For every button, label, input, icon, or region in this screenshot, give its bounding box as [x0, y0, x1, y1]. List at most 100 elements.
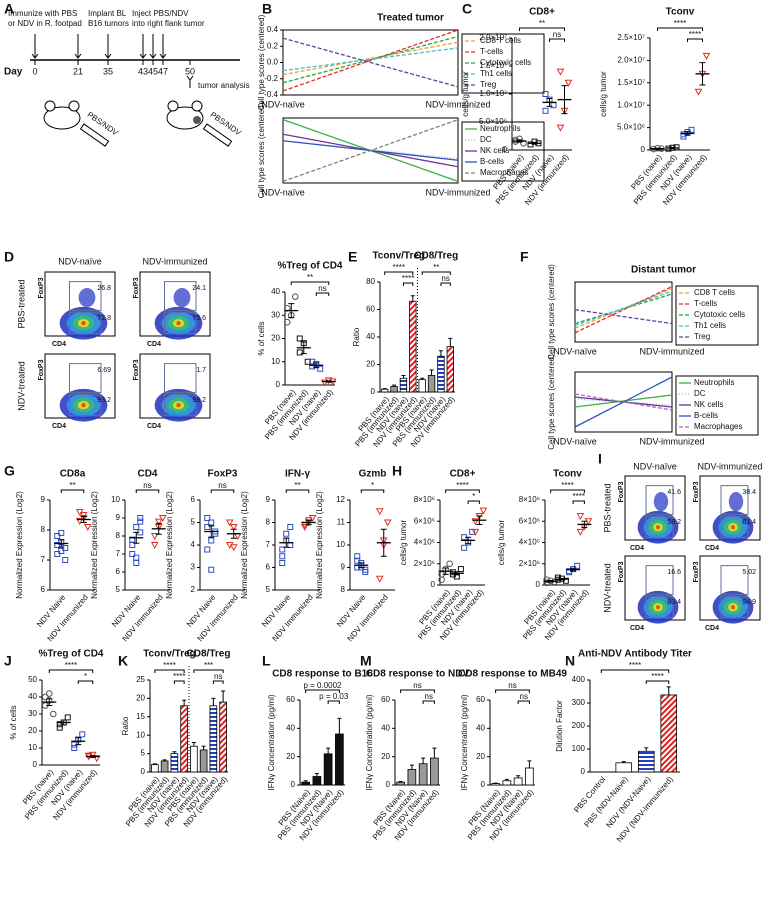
y-tick-label: 40 [366, 332, 375, 341]
significance-bracket [212, 680, 224, 684]
x-tick-label: NDV-naïve [261, 99, 305, 109]
data-point [564, 79, 573, 87]
flow-density [653, 492, 669, 512]
y-tick-label: 10 [28, 743, 37, 752]
axis-label: CD4 [147, 423, 161, 430]
data-point [225, 519, 234, 527]
significance-bracket [495, 689, 530, 693]
bar [335, 733, 344, 786]
data-point [296, 349, 303, 356]
y-tick-label: 40 [271, 287, 280, 296]
significance-label: *** [204, 661, 213, 670]
y-tick-label: 20 [28, 726, 37, 735]
data-point [283, 530, 290, 537]
data-point [150, 542, 159, 550]
mouse-ear [191, 100, 203, 112]
significance-label: p = 0.03 [319, 692, 349, 701]
series-line [282, 41, 459, 76]
day-label: 43 [138, 66, 148, 76]
significance-bracket [285, 489, 310, 493]
step-text: Implant BL [88, 9, 127, 18]
data-point [688, 126, 695, 133]
y-tick-label: 9 [41, 495, 46, 504]
series-line [282, 140, 459, 160]
significance-bracket [360, 489, 385, 493]
data-point [375, 508, 384, 516]
significance-bracket [135, 489, 160, 493]
error-bar [432, 747, 437, 759]
error-bar [516, 139, 523, 143]
y-axis-label: Cell type scores (centered) [547, 354, 556, 450]
y-tick-label: 5 [141, 749, 146, 758]
gate [69, 393, 102, 416]
significance-label: ** [539, 19, 545, 28]
bar [418, 763, 428, 786]
y-tick-label: 2 [191, 585, 196, 594]
y-tick-label: 7 [266, 540, 271, 549]
axis-label: CD4 [630, 625, 644, 632]
data-point [457, 566, 464, 573]
significance-label: ns [413, 681, 421, 690]
y-tick-label: 5 [116, 585, 121, 594]
legend-label: NK cells [694, 400, 723, 409]
gate-value: 75.6 [192, 315, 206, 322]
significance-bracket [445, 489, 480, 493]
bar [381, 388, 389, 393]
significance-label: **** [651, 672, 663, 681]
data-point [279, 553, 286, 560]
y-axis-label: Ratio [121, 716, 130, 735]
chart-title: CD8+ [450, 469, 476, 480]
data-point [576, 512, 585, 520]
error-bar [561, 85, 568, 115]
significance-label: ** [294, 481, 300, 490]
data-point [576, 528, 585, 536]
data-point [137, 518, 144, 525]
gate-value: 5.02 [742, 569, 756, 576]
x-tick-label: NDV-immunized [639, 436, 704, 446]
data-point [133, 524, 140, 530]
error-bar [201, 745, 206, 750]
error-bar [305, 519, 312, 526]
legend-label: Macrophages [694, 422, 742, 431]
significance-label: * [84, 672, 87, 681]
bar [513, 777, 523, 786]
axis-label: CD4 [630, 545, 644, 552]
significance-bracket [645, 680, 670, 684]
plot-frame [282, 117, 459, 184]
legend-label: Th1 cells [480, 69, 512, 78]
data-point [574, 562, 581, 569]
data-point [562, 577, 569, 584]
bar [323, 753, 333, 786]
flow-density [78, 288, 96, 308]
data-point [158, 515, 167, 523]
y-tick-label: 0 [291, 780, 296, 789]
error-bar [208, 525, 215, 538]
column-label: NDV-immunized [697, 461, 762, 471]
y-axis-label: % of cells [9, 705, 18, 739]
panel-letter: J [4, 653, 12, 669]
y-tick-label: 60 [476, 695, 485, 704]
bar [491, 783, 500, 786]
series-line [282, 119, 459, 182]
x-tick-label: NDV-naïve [261, 187, 305, 197]
series-line [574, 286, 673, 334]
error-bar [303, 780, 308, 783]
panel-letter: E [348, 249, 357, 265]
x-tick-label: NDV-immunized [425, 99, 490, 109]
y-tick-label: 6 [41, 585, 46, 594]
error-bar [442, 567, 449, 575]
data-point [49, 710, 57, 718]
group-title: Tconv/Treg [143, 649, 196, 660]
y-axis-label: cells/g tumor [461, 71, 470, 117]
bar [407, 769, 417, 786]
data-point [296, 335, 303, 342]
y-tick-label: 0 [431, 580, 436, 589]
data-point [83, 524, 92, 532]
error-bar [476, 515, 483, 525]
legend-frame [461, 33, 545, 94]
y-tick-label: 8 [341, 585, 346, 594]
y-tick-label: 8 [41, 525, 46, 534]
data-point [204, 515, 211, 521]
error-bar [581, 520, 588, 529]
